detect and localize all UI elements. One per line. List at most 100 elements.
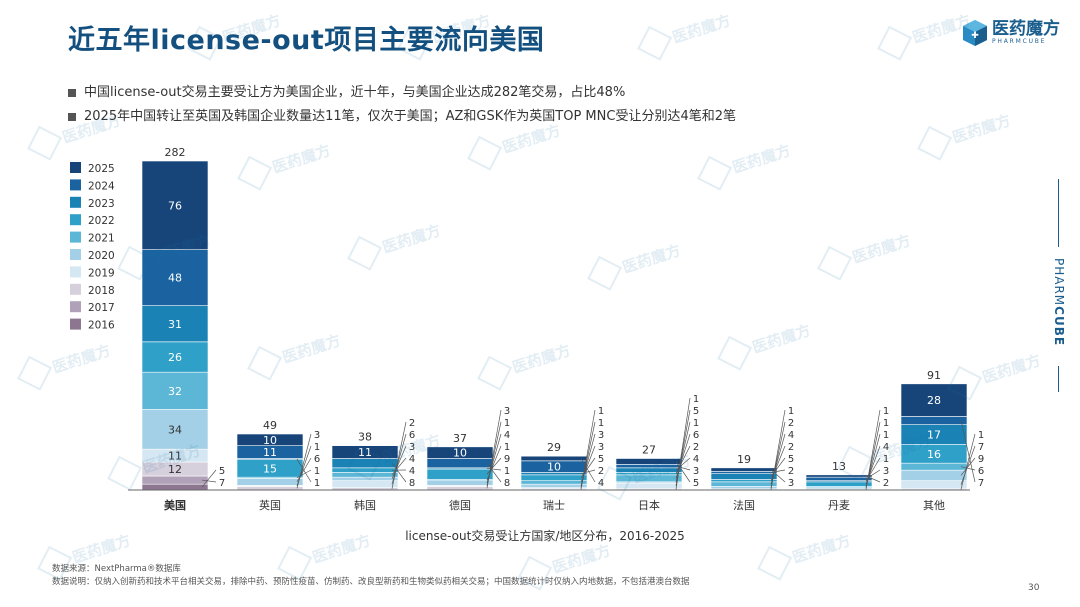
bar-segment-label: 1 [883,454,889,465]
x-tick-label: 英国 [259,498,281,512]
bar-segment-label: 7 [978,478,984,489]
bar-segment-label: 2 [693,442,699,453]
bullet-square-icon [68,113,76,121]
leader-line [865,469,881,480]
watermark-cube-icon [757,545,793,581]
bar-segment-label: 11 [263,446,277,459]
bullet-list: 中国license-out交易主要受让方为美国企业，近十年，与美国企业达成282… [68,84,736,132]
legend-label: 2017 [88,302,115,314]
bar-segment [141,305,209,343]
bar-total-label: 19 [737,453,751,466]
x-tick-label: 法国 [733,498,755,512]
side-brand: PHARMCUBE [1038,176,1078,392]
bar-segment-label: 10 [453,447,467,460]
bullet-text: 中国license-out交易主要受让方为美国企业，近十年，与美国企业达成282… [84,85,626,100]
pharmcube-logo: ✚ 医药魔方 PHARMCUBE [962,18,1060,48]
leader-line [201,469,217,488]
bar-segment-label: 11 [358,446,372,459]
legend-swatch [70,231,81,243]
bullet-item: 中国license-out交易主要受让方为美国企业，近十年，与美国企业达成282… [68,84,736,108]
leader-line [296,458,312,483]
bar-segment [710,471,778,474]
bar-segment-label: 12 [168,463,182,476]
bar-segment [236,486,304,491]
source-note: 数据来源：NextPharma®数据库 [52,564,181,574]
bar-segment-label: 3 [693,466,699,477]
leader-line [486,468,502,471]
bar-segment-label: 7 [978,442,984,453]
bar-segment-label: 7 [219,478,225,489]
bar-segment [710,486,778,490]
bar-segment-label: 3 [598,442,604,453]
bar-segment [426,458,494,469]
bar-segment-label: 6 [314,454,320,465]
bar-segment-label: 1 [883,418,889,429]
watermark-cube-icon [877,25,913,61]
bullet-item: 2025年中国转让至英国及韩国企业数量达11笔，仅次于美国；AZ和GSK作为英国… [68,108,736,132]
legend-label: 2018 [88,285,115,297]
bar-segment-label: 34 [168,423,182,436]
bar-segment-label: 3 [883,466,889,477]
leader-line [391,445,407,480]
bar-segment [141,249,209,306]
legend-label: 2021 [88,233,115,245]
bar-segment [141,483,209,491]
bar-segment-label: 1 [883,406,889,417]
leader-line [391,433,407,485]
bar-segment-label: 5 [693,478,699,489]
legend-swatch [70,283,81,295]
bar-segment-label: 28 [927,394,941,407]
bar-segment [426,446,494,459]
bar-segment-label: 10 [263,434,277,447]
bar-segment-label: 6 [693,430,699,441]
bar-total-label: 29 [547,441,561,454]
bar-segment-label: 1 [598,406,604,417]
bar-segment-label: 1 [314,442,320,453]
bar-segment-label: 1 [314,466,320,477]
leader-line [865,475,881,483]
bar-segment-label: 26 [168,351,182,364]
legend-swatch [70,249,81,260]
bar-segment-label: 1 [314,478,320,489]
bar-segment [710,479,778,483]
data-note: 数据说明：仅纳入创新药和技术平台相关交易，排除中药、预防性疫苗、仿制药、改良型新… [52,577,690,587]
leader-line [486,445,502,481]
leader-line [391,457,407,476]
bar-segment [805,481,873,487]
bar-segment-label: 1 [693,418,699,429]
bar-segment [236,433,304,446]
bar-segment [710,481,778,487]
bar-segment-label: 2 [409,418,415,429]
leader-line [675,445,691,474]
leader-line [580,469,596,475]
x-tick-label: 韩国 [354,498,376,512]
leader-line [675,457,691,471]
bar-segment [900,416,968,425]
bar-segment-label: 3 [409,442,415,453]
bar-segment-label: 5 [219,466,225,477]
bar-segment-label: 2 [788,442,794,453]
bar-segment-label: 1 [598,418,604,429]
legend-swatch [70,301,81,313]
bar-total-label: 91 [927,369,941,382]
bar-segment-label: 4 [883,442,889,453]
bar-segment-label: 1 [883,430,889,441]
bullet-text: 2025年中国转让至英国及韩国企业数量达11笔，仅次于美国；AZ和GSK作为英国… [84,109,736,124]
legend-swatch [70,318,81,330]
bar-segment [141,160,209,250]
bar-segment-label: 4 [693,454,699,465]
page-number: 30 [1028,583,1040,593]
watermark-text: 医药魔方 [670,10,733,47]
leader-line [960,433,976,490]
leader-line [391,462,407,483]
bar-segment-label: 6 [978,466,984,477]
bar-segment [141,409,209,450]
bar-segment-label: 16 [927,448,941,461]
bar-segment [141,371,209,410]
bar-segment-label: 5 [788,454,794,465]
leader-line [675,433,691,479]
watermark-logo: 医药魔方 [877,6,974,61]
bar-segment [520,483,588,488]
bar-segment-label: 3 [504,406,510,417]
